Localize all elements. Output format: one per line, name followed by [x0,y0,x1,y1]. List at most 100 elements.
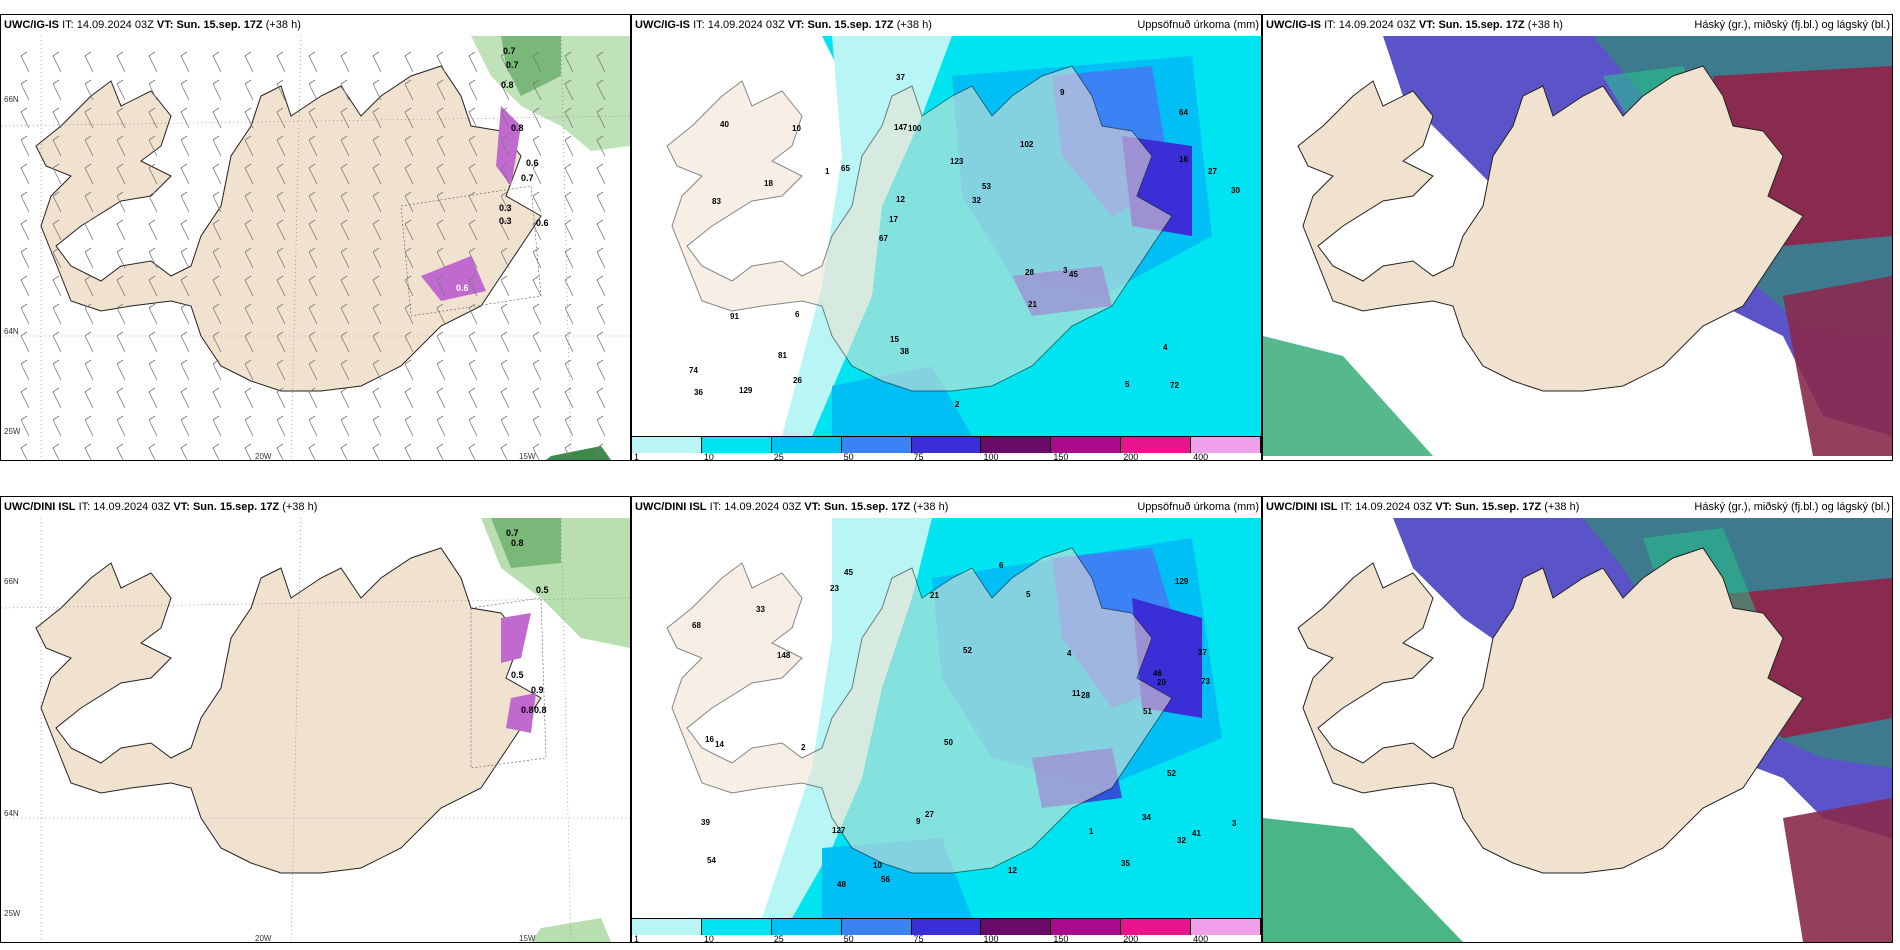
wind-barb [212,191,222,213]
wind-barb [180,331,190,353]
precip-value: 67 [879,234,888,243]
init-label: IT: [709,501,722,513]
wind-barb [372,415,382,437]
wind-barb [116,107,126,129]
wind-barb [340,51,350,73]
wind-barb [468,275,478,297]
colorbar-tick: 100 [983,934,999,943]
precip-value: 37 [1198,648,1207,657]
wind-barb [180,359,190,381]
wind-barb [500,359,510,381]
wind-barb [596,219,606,241]
wind-barb [148,107,158,129]
wind-barb [500,303,510,325]
precip-value: 15 [890,335,899,344]
valid-time: Sun. 15.sep. 17Z [807,19,894,31]
wind-barb [564,415,574,437]
colorbar-tick: 50 [843,934,854,943]
precip-value: 73 [1201,677,1210,686]
valid-label: VT: [804,501,821,513]
wind-barb [84,387,94,409]
colorbar-tick: 100 [983,452,999,461]
colorbar-cell [981,918,1052,935]
panel-header: UWC/DINI ISL IT: 14.09.2024 03Z VT: Sun.… [1263,497,1892,518]
wind-barb [596,387,606,409]
wind-barb [340,191,350,213]
wind-barb [180,387,190,409]
wind-barb [468,51,478,73]
wind-barb [340,163,350,185]
wind-barb [84,107,94,129]
wind-label: 0.7 [521,173,534,183]
wind-barb [500,51,510,73]
precip-value: 148 [777,651,791,660]
colorbar-cell [1121,918,1192,935]
wind-barb [52,107,62,129]
colorbar-cell [1191,436,1261,453]
wind-barb [84,135,94,157]
colorbar-cell [1051,918,1122,935]
colorbar-tick: 150 [1053,934,1069,943]
init-label: IT: [78,501,91,513]
lead-time: (+38 h) [1544,501,1580,513]
wind-barb [20,359,30,381]
lead-time: (+38 h) [896,19,932,31]
init-time: 14.09.2024 03Z [93,501,171,513]
wind-barb [20,191,30,213]
wind-barb [404,135,414,157]
wind-barb [564,387,574,409]
wind-barb [532,135,542,157]
colorbar-cell [981,436,1052,453]
precip-value: 127 [832,826,846,835]
wind-barb [436,443,444,460]
wind-barb [436,163,446,185]
wind-barb [500,219,510,241]
wind-barb [436,359,446,381]
lead-time: (+38 h) [913,501,949,513]
wind-barb [180,163,190,185]
wind-barb [52,443,60,460]
wind-barb [564,191,574,213]
precip-value: 18 [764,179,773,188]
wind-barb [148,163,158,185]
precip-value: 74 [689,366,698,375]
precip-value: 30 [1231,186,1240,195]
wind-barb [596,163,606,185]
wind-barb [148,219,158,241]
wind-barb [52,191,62,213]
precip-value: 32 [972,196,981,205]
wind-barb [436,247,446,269]
wind-barb [404,359,414,381]
wind-barb [52,219,62,241]
wind-barb [500,107,510,129]
colorbar-tick: 150 [1053,452,1069,461]
lon-label: 25W [4,427,21,436]
wind-barb [212,135,222,157]
wind-barb [116,415,126,437]
wind-barb [148,51,158,73]
wind-barb [372,331,382,353]
wind-barb [596,275,606,297]
panel-header: UWC/DINI ISL IT: 14.09.2024 03Z VT: Sun.… [1,497,630,518]
wind-barb [276,219,286,241]
wind-barb [372,387,382,409]
wind-barb [532,247,542,269]
wind-barb [212,51,222,73]
init-label: IT: [1324,19,1336,31]
wind-barb [148,387,158,409]
wind-barb [148,275,158,297]
wind-barb [276,247,286,269]
wind-barb [180,303,190,325]
precip-value: 27 [1208,167,1217,176]
colorbar-tick: 75 [913,452,924,461]
precip-value: 147 [894,123,908,132]
wind-barb [276,303,286,325]
wind-barb [340,359,350,381]
wind-barb [180,79,190,101]
wind-barb [308,331,318,353]
wind-barb [308,387,318,409]
wind-barb [212,79,222,101]
wind-barb [436,107,446,129]
precip-value: 129 [1175,577,1189,586]
wind-barb [148,135,158,157]
